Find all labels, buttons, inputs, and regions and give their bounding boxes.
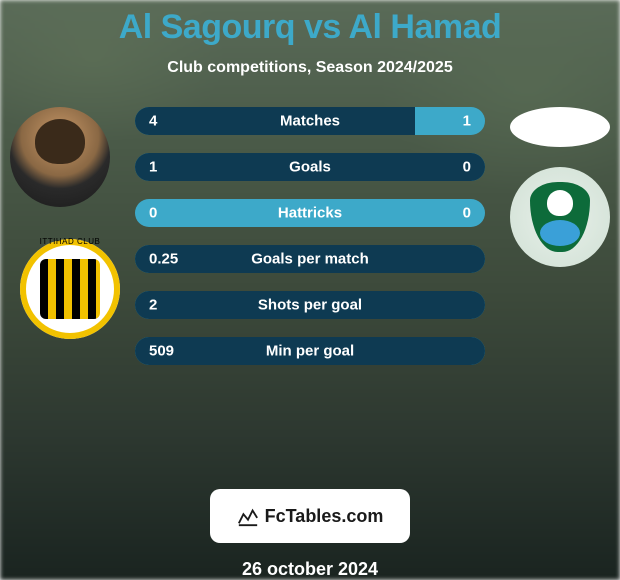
date: 26 october 2024 [242, 559, 378, 580]
ittihad-badge [40, 259, 100, 319]
stat-row: 2Shots per goal [135, 291, 485, 319]
stat-row: 4Matches1 [135, 107, 485, 135]
stat-value-right: 0 [463, 205, 471, 222]
stat-row: 1Goals0 [135, 153, 485, 181]
stat-row: 509Min per goal [135, 337, 485, 365]
content: Al Sagourq vs Al Hamad Club competitions… [0, 0, 620, 580]
stat-value-right: 1 [463, 113, 471, 130]
stat-label: Min per goal [135, 343, 485, 360]
stat-row: 0.25Goals per match [135, 245, 485, 273]
player2-club-logo [510, 167, 610, 267]
stat-label: Matches [135, 113, 485, 130]
stat-label: Goals per match [135, 251, 485, 268]
stat-bars: 4Matches11Goals00Hattricks00.25Goals per… [135, 107, 485, 365]
player2-photo [510, 107, 610, 147]
subtitle: Club competitions, Season 2024/2025 [167, 59, 452, 77]
stat-label: Shots per goal [135, 297, 485, 314]
stat-label: Hattricks [135, 205, 485, 222]
player1-photo [10, 107, 110, 207]
site-name: FcTables.com [265, 506, 384, 527]
stat-value-right: 0 [463, 159, 471, 176]
stat-label: Goals [135, 159, 485, 176]
page-title: Al Sagourq vs Al Hamad [119, 8, 502, 47]
comparison-area: 4Matches11Goals00Hattricks00.25Goals per… [0, 107, 620, 189]
club2-shield [530, 182, 590, 252]
chart-icon [237, 505, 259, 527]
site-badge[interactable]: FcTables.com [210, 489, 410, 543]
stat-row: 0Hattricks0 [135, 199, 485, 227]
player1-club-logo [20, 239, 120, 339]
